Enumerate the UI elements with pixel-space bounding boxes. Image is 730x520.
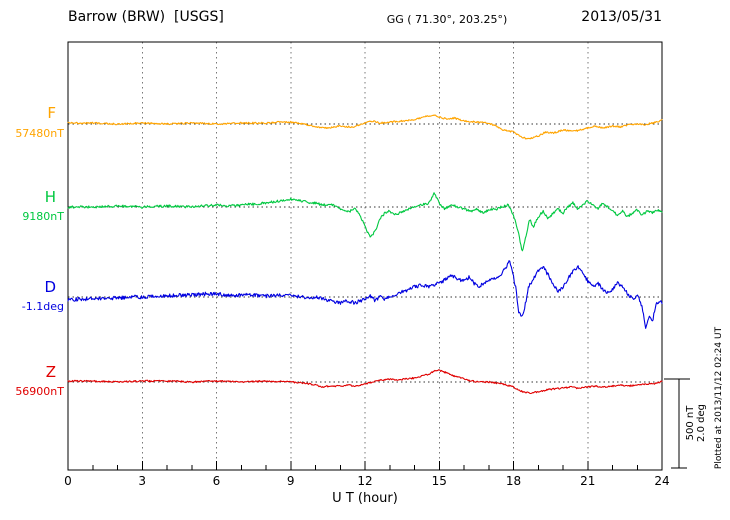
x-tick-label-6: 6 [212, 474, 221, 488]
trace-Z [67, 369, 663, 395]
station-title: Barrow (BRW) [USGS] [68, 9, 224, 25]
scale-bar-labels: 500 nT 2.0 deg [685, 404, 707, 442]
x-tick-label-24: 24 [654, 474, 670, 488]
trace-H [67, 192, 663, 252]
channel-H-value: 9180nT [22, 210, 64, 223]
channel-F-value: 57480nT [15, 127, 64, 140]
scale-deg-label: 2.0 deg [696, 404, 707, 442]
channel-D-value: -1.1deg [21, 300, 64, 313]
x-tick-label-15: 15 [431, 474, 447, 488]
x-tick-label-9: 9 [286, 474, 295, 488]
channel-F-label: F [47, 104, 56, 122]
channel-Z-label: Z [45, 363, 56, 381]
channel-Z-value: 56900nT [15, 385, 64, 398]
geographic-coordinates: GG ( 71.30°, 203.25°) [386, 13, 508, 26]
trace-D [67, 260, 663, 329]
channel-D-label: D [44, 278, 56, 296]
x-tick-label-0: 0 [64, 474, 72, 488]
x-tick-label-21: 21 [580, 474, 596, 488]
plot-frame [67, 41, 663, 471]
plotted-at-note: Plotted at 2013/11/12 02:24 UT [714, 326, 724, 470]
x-tick-label-12: 12 [357, 474, 373, 488]
x-tick-label-3: 3 [138, 474, 147, 488]
plot-date: 2013/05/31 [581, 9, 662, 25]
x-axis-label: U T (hour) [332, 491, 398, 506]
trace-F [67, 114, 663, 140]
channel-H-label: H [44, 188, 56, 206]
x-tick-label-18: 18 [505, 474, 522, 488]
scale-nt-label: 500 nT [685, 405, 696, 441]
